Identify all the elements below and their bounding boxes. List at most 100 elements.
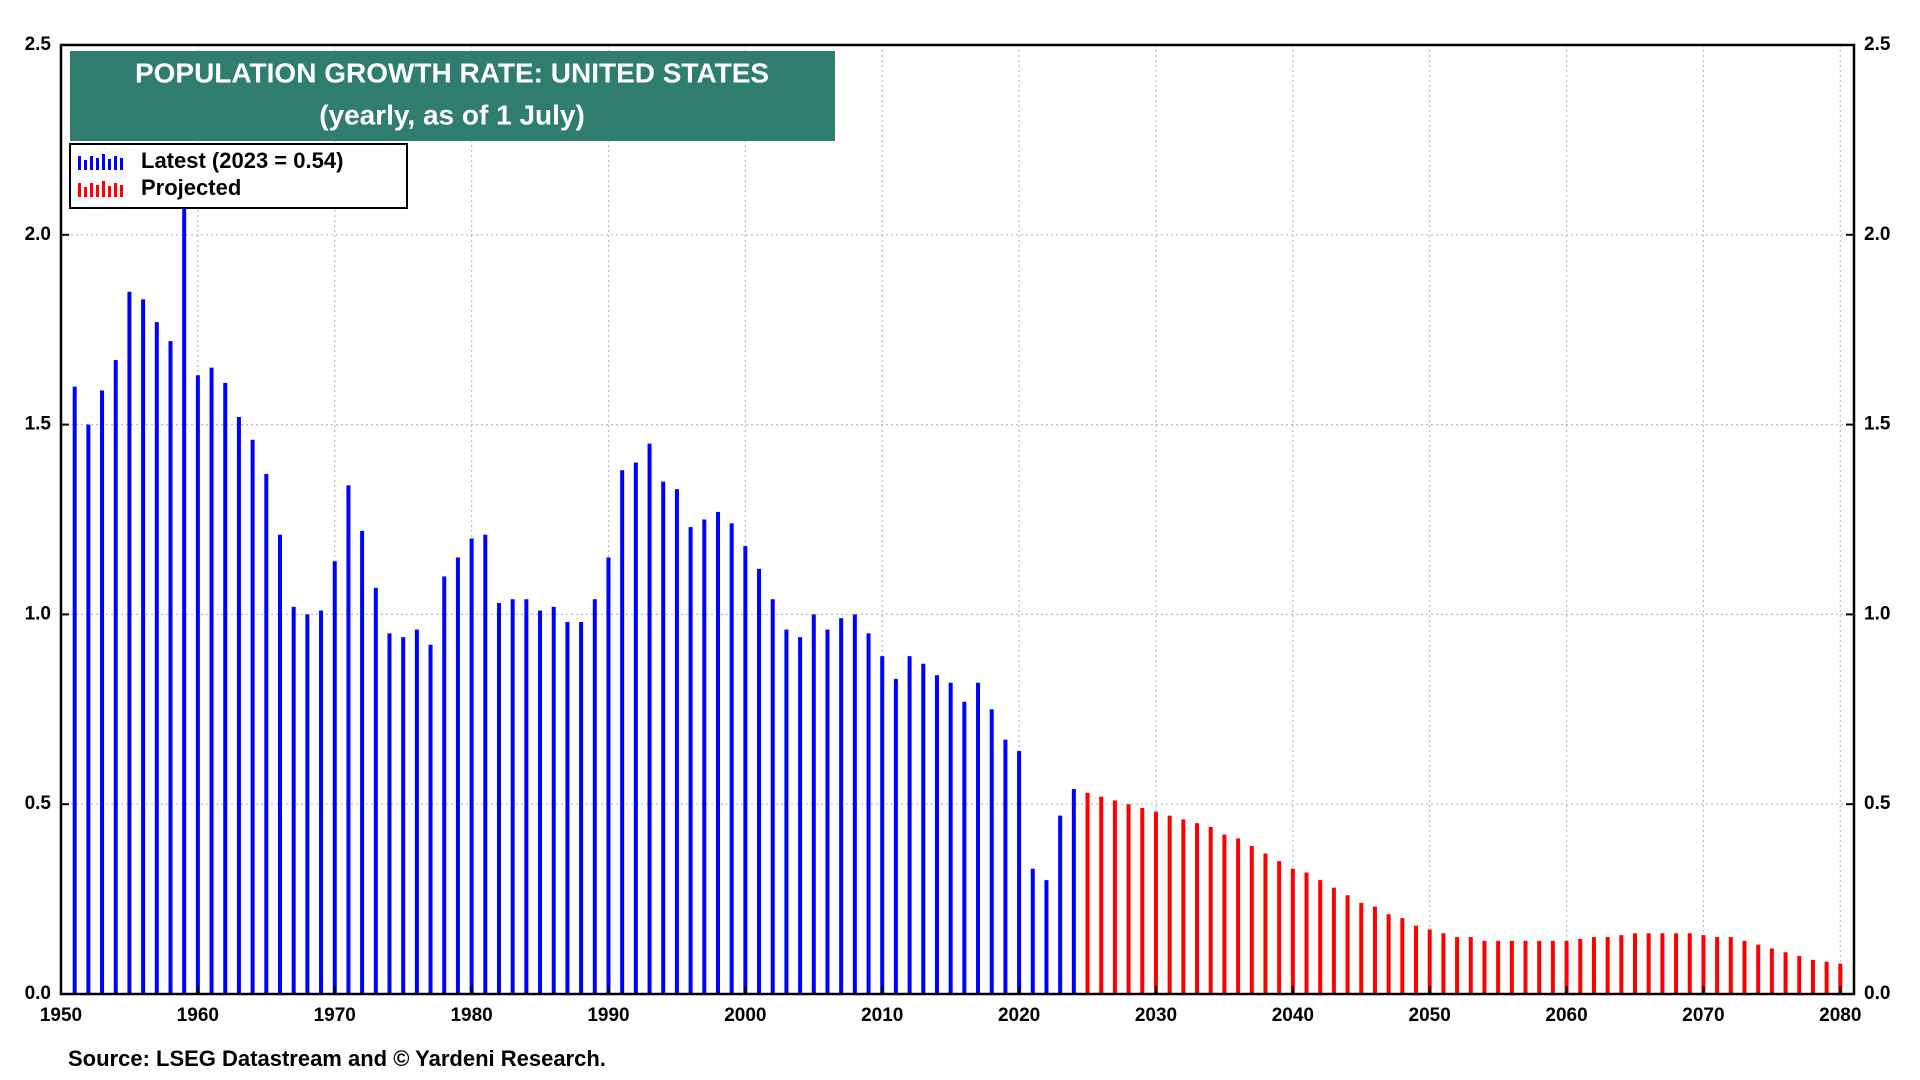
bar — [934, 675, 939, 994]
y-tick-label: 1.5 — [25, 414, 52, 435]
bar — [1674, 933, 1679, 994]
bar — [1633, 933, 1638, 994]
chart-subtitle: (yearly, as of 1 July) — [319, 99, 585, 130]
bar — [1071, 789, 1076, 994]
x-tick-label: 1950 — [40, 1005, 82, 1026]
bar — [976, 682, 981, 994]
bar — [1153, 811, 1158, 994]
bar — [332, 561, 337, 994]
y-tick-label: 2.0 — [25, 224, 51, 245]
bar — [1249, 845, 1254, 994]
bar — [428, 644, 433, 994]
bar — [1810, 959, 1815, 994]
bar — [373, 587, 378, 994]
bar — [1112, 800, 1117, 994]
bar — [757, 568, 762, 994]
bar — [1263, 853, 1268, 994]
bar — [1441, 933, 1446, 994]
bar — [1017, 751, 1022, 994]
bar — [989, 709, 994, 994]
bar — [1372, 906, 1377, 994]
legend-swatch — [102, 154, 105, 170]
bar — [1742, 940, 1747, 994]
legend-swatch — [120, 185, 123, 197]
bar — [223, 382, 228, 994]
x-tick-label: 2080 — [1819, 1005, 1861, 1026]
legend-swatch — [108, 159, 111, 170]
bar — [1605, 937, 1610, 994]
y2-tick-label: 1.5 — [1864, 414, 1891, 435]
bar — [962, 701, 967, 994]
legend-swatch — [78, 183, 81, 197]
bar — [1701, 935, 1706, 994]
bar — [277, 534, 282, 994]
bar — [729, 523, 734, 994]
bar — [496, 603, 501, 994]
bar — [1564, 940, 1569, 994]
bar — [387, 633, 392, 994]
bar — [182, 200, 187, 995]
y-tick-label: 2.5 — [25, 34, 52, 55]
y2-tick-label: 2.5 — [1864, 34, 1891, 55]
bar — [209, 367, 214, 994]
bar — [1619, 935, 1624, 994]
bar — [579, 621, 584, 994]
bar — [565, 621, 570, 994]
bar — [1646, 933, 1651, 994]
bar — [1468, 937, 1473, 994]
bar — [688, 527, 693, 994]
bar — [455, 557, 460, 994]
chart-title: POPULATION GROWTH RATE: UNITED STATES — [135, 57, 769, 88]
bar — [72, 386, 77, 994]
x-tick-label: 1970 — [314, 1005, 356, 1026]
bar — [195, 375, 200, 994]
bar — [880, 656, 885, 994]
x-tick-label: 2050 — [1409, 1005, 1451, 1026]
bar — [592, 599, 597, 994]
bar — [1345, 895, 1350, 994]
x-tick-label: 2070 — [1682, 1005, 1724, 1026]
legend-swatch — [90, 183, 93, 197]
legend-swatch — [96, 185, 99, 197]
plot-frame — [59, 43, 1856, 996]
bar — [1386, 914, 1391, 994]
bar — [538, 610, 543, 994]
bar — [1318, 880, 1323, 994]
bars — [72, 200, 1843, 995]
bar — [1414, 925, 1419, 994]
y-tick-label: 1.0 — [25, 603, 51, 624]
bar — [510, 599, 515, 994]
bar — [1715, 937, 1720, 994]
bar — [1140, 807, 1145, 994]
legend-swatch — [108, 186, 111, 197]
bar — [1550, 940, 1555, 994]
bar — [1003, 739, 1008, 994]
y2-tick-label: 1.0 — [1864, 603, 1890, 624]
bar — [264, 473, 269, 994]
bar — [907, 656, 912, 994]
bar — [1359, 902, 1364, 994]
x-tick-label: 2010 — [861, 1005, 903, 1026]
bar — [551, 606, 556, 994]
x-tick-label: 1980 — [450, 1005, 492, 1026]
legend-swatch — [120, 158, 123, 170]
legend-swatch — [78, 156, 81, 170]
bar — [168, 341, 173, 994]
bar — [702, 519, 707, 994]
bar — [1222, 834, 1227, 994]
y-tick-label: 0.5 — [25, 793, 52, 814]
bar — [360, 530, 365, 994]
legend-swatch — [102, 181, 105, 197]
bar — [1838, 963, 1843, 994]
bar — [1824, 961, 1829, 994]
bar — [1455, 937, 1460, 994]
bar — [154, 322, 159, 994]
legend-swatch — [114, 156, 117, 170]
bar — [1523, 940, 1528, 994]
x-tick-label: 1990 — [587, 1005, 629, 1026]
bar — [606, 557, 611, 994]
bar — [661, 481, 666, 994]
bar — [1126, 804, 1131, 994]
bar — [1277, 861, 1282, 994]
bar — [1783, 952, 1788, 994]
